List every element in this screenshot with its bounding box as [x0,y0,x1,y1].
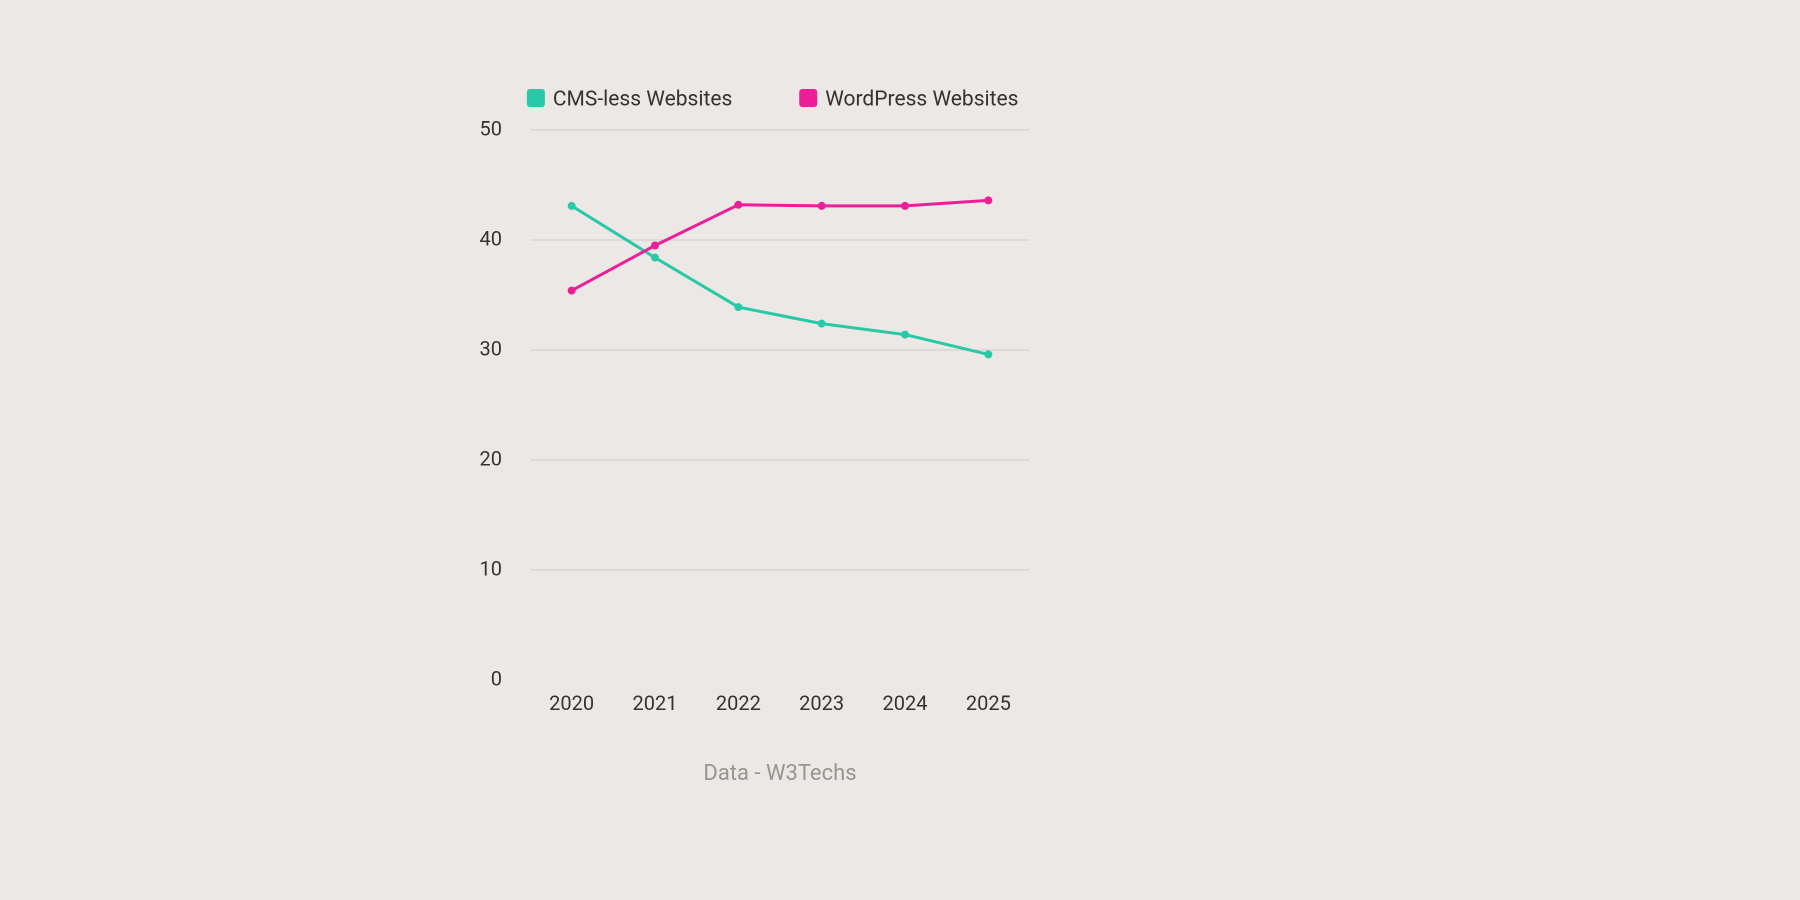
y-tick-label: 30 [480,336,502,360]
x-tick-label: 2024 [883,691,928,715]
data-point [984,196,992,204]
x-tick-label: 2021 [633,691,678,715]
line-chart: 0 10 20 30 40 50 2020 2021 2022 2023 2024 2025 CMS-l… [0,0,1800,900]
legend-swatch [799,89,817,107]
data-point [984,350,992,358]
x-tick-label: 2020 [549,691,594,715]
data-point [651,242,659,250]
x-tick-label: 2023 [799,691,844,715]
data-point [901,331,909,339]
legend-swatch [527,89,545,107]
data-point [568,287,576,295]
data-point [818,202,826,210]
chart-container: 0 10 20 30 40 50 2020 2021 2022 2023 2024 2025 CMS-l… [0,0,1800,900]
data-point [568,202,576,210]
y-tick-label: 20 [480,446,502,470]
y-tick-label: 0 [491,666,502,690]
chart-caption: Data - W3Techs [703,761,856,786]
data-point [651,254,659,262]
data-point [734,303,742,311]
data-point [901,202,909,210]
x-tick-label: 2025 [966,691,1011,715]
chart-background [0,0,1800,900]
data-point [734,201,742,209]
legend-label: WordPress Websites [825,88,1018,112]
legend-label: CMS-less Websites [553,88,732,112]
y-tick-label: 40 [480,226,502,250]
x-tick-label: 2022 [716,691,761,715]
y-tick-label: 10 [480,556,502,580]
y-tick-label: 50 [480,116,502,140]
data-point [818,320,826,328]
